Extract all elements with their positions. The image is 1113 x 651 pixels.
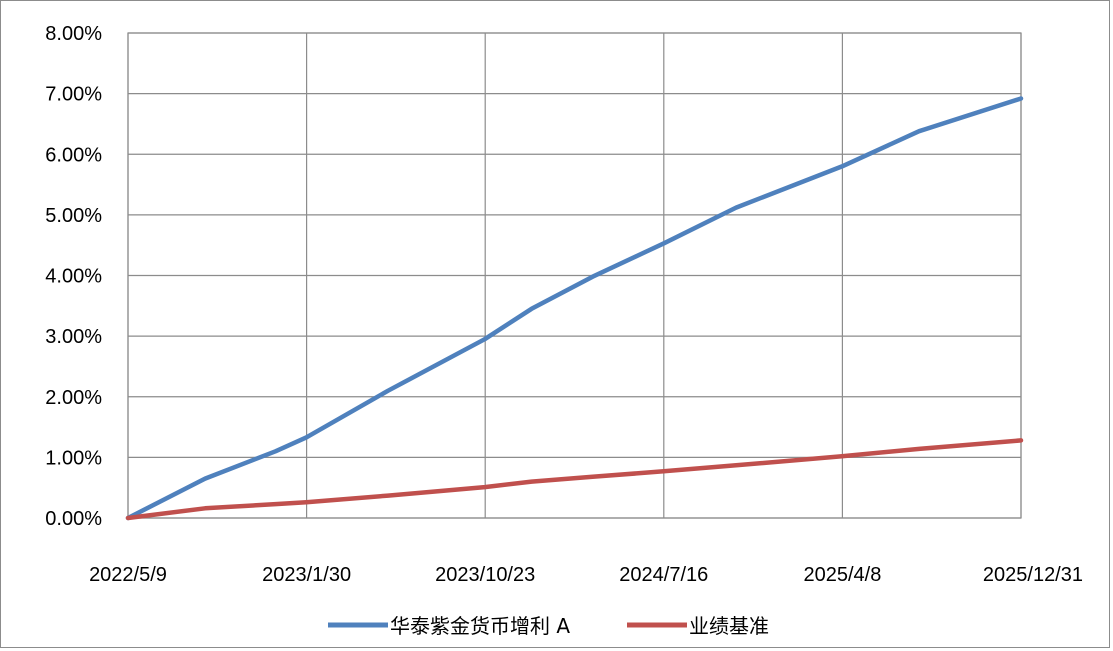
- x-tick-label: 2023/10/23: [435, 564, 535, 586]
- y-tick-label: 8.00%: [45, 23, 102, 45]
- series-line-1: [125, 96, 1024, 521]
- x-tick-label: 2025/12/31: [983, 564, 1083, 586]
- y-tick-label: 7.00%: [45, 84, 102, 106]
- x-tick-label: 2022/5/9: [89, 564, 167, 586]
- y-tick-label: 2.00%: [45, 387, 102, 409]
- y-axis-ticks: 0.00% 1.00% 2.00% 3.00% 4.00% 5.00% 6.00% 7.00%…: [45, 23, 102, 530]
- legend-label: 华泰紫金货币增利 A: [390, 614, 570, 638]
- y-tick-label: 5.00%: [45, 205, 102, 227]
- series-lines: [125, 96, 1024, 521]
- grid: [127, 32, 1022, 519]
- y-tick-label: 3.00%: [45, 326, 102, 348]
- x-tick-label: 2023/1/30: [262, 564, 351, 586]
- y-tick-label: 1.00%: [45, 447, 102, 469]
- legend-label: 业绩基准: [689, 614, 769, 638]
- x-tick-label: 2024/7/16: [619, 564, 708, 586]
- x-axis-ticks: 2022/5/9 2023/1/30 2023/10/23 2024/7/16 2025…: [89, 564, 1083, 586]
- series-line-2: [125, 438, 1024, 521]
- plot-area-border: [127, 32, 1022, 519]
- legend: 华泰紫金货币增利 A 业绩基准: [328, 614, 769, 638]
- y-tick-label: 6.00%: [45, 144, 102, 166]
- y-tick-label: 4.00%: [45, 266, 102, 288]
- x-tick-label: 2025/4/8: [803, 564, 881, 586]
- y-tick-label: 0.00%: [45, 508, 102, 530]
